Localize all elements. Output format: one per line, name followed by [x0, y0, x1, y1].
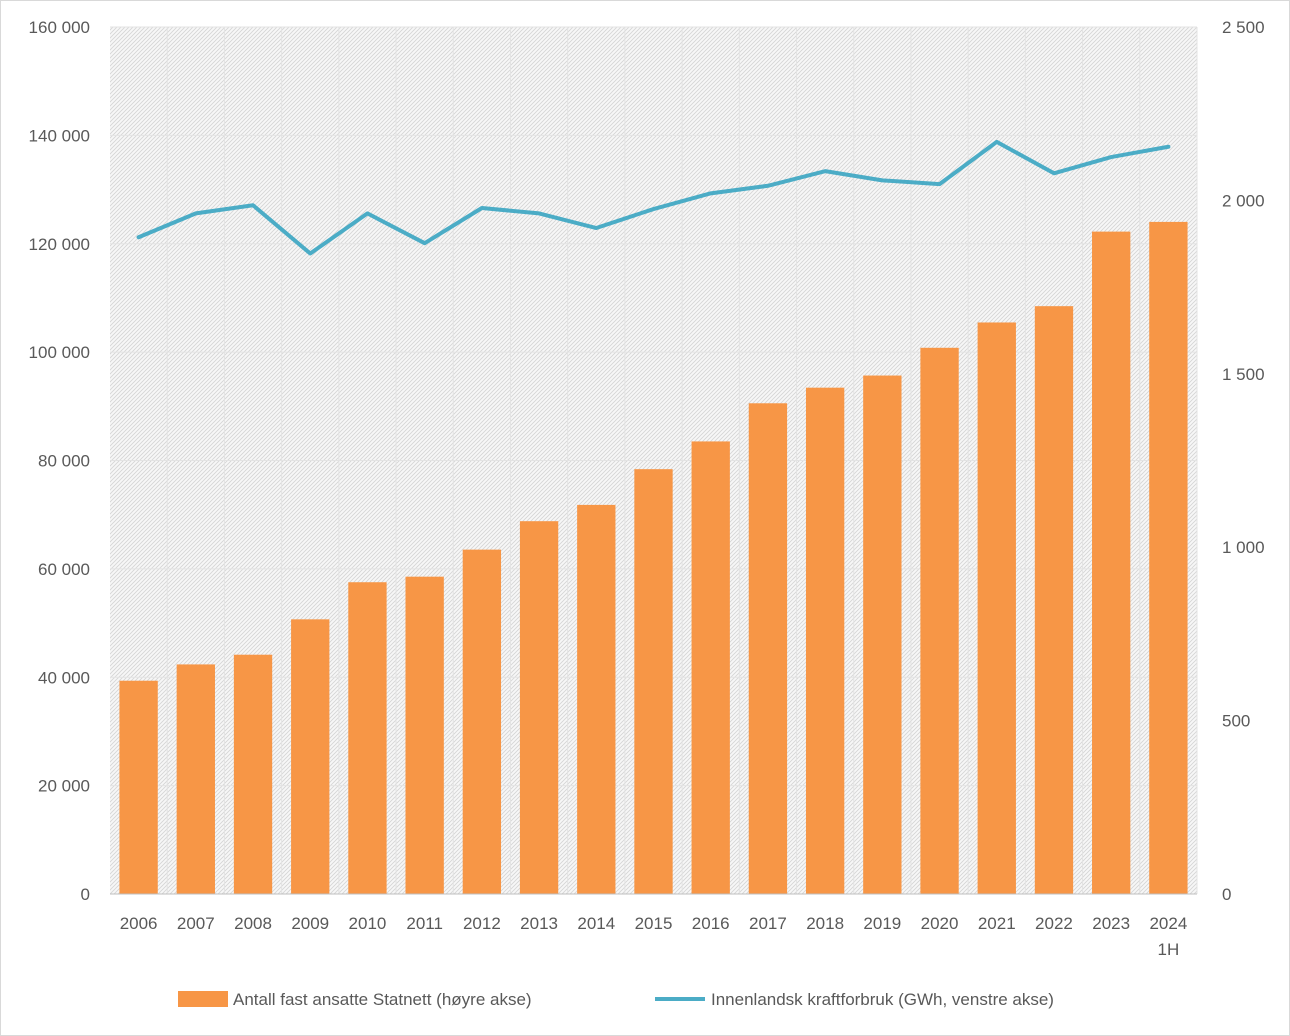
x-axis-tick-labels: 2006 2007 2008 2009 2010 2011 2012 2013 2014 2015…: [120, 914, 1188, 959]
bar-2019: [863, 375, 902, 894]
x-tick-label: 2008: [234, 914, 272, 933]
x-tick-label: 2014: [577, 914, 615, 933]
bar-2007: [176, 664, 215, 894]
bar-2023: [1092, 231, 1131, 894]
x-tick-label: 2013: [520, 914, 558, 933]
line-series: [136, 139, 1171, 256]
bar-2020: [920, 347, 959, 894]
left-tick-label: 80 000: [38, 452, 90, 471]
right-tick-label: 0: [1222, 885, 1231, 904]
x-tick-label: 2019: [863, 914, 901, 933]
x-tick-label: 2020: [921, 914, 959, 933]
x-tick-label: 2016: [692, 914, 730, 933]
left-tick-label: 120 000: [29, 235, 90, 254]
x-tick-label: 2022: [1035, 914, 1073, 933]
x-tick-label: 2009: [291, 914, 329, 933]
right-tick-label: 2 000: [1222, 191, 1265, 210]
bar-2010: [348, 582, 387, 894]
bar-2021: [977, 322, 1016, 894]
left-tick-label: 160 000: [29, 18, 90, 37]
x-tick-label: 2023: [1092, 914, 1130, 933]
right-tick-label: 500: [1222, 712, 1250, 731]
legend: Antall fast ansatte Statnett (høyre akse…: [178, 990, 1054, 1009]
bar-2012: [462, 549, 502, 894]
line-path: [136, 139, 1171, 256]
bar-2015: [634, 469, 673, 894]
left-tick-label: 0: [81, 885, 90, 904]
x-tick-label: 2024: [1149, 914, 1187, 933]
bar-2006: [119, 680, 158, 894]
x-tick-label: 2017: [749, 914, 787, 933]
right-tick-label: 2 500: [1222, 18, 1265, 37]
left-tick-label: 20 000: [38, 777, 90, 796]
x-tick-sublabel: 1H: [1158, 940, 1180, 959]
legend-label-bar: Antall fast ansatte Statnett (høyre akse…: [233, 990, 532, 1009]
bar-2013: [519, 521, 559, 894]
left-tick-label: 60 000: [38, 560, 90, 579]
bar-2011: [405, 576, 444, 894]
bar-2024: [1149, 221, 1188, 894]
bar-2017: [748, 403, 788, 894]
x-tick-label: 2015: [635, 914, 673, 933]
bar-2016: [691, 441, 730, 894]
right-tick-label: 1 500: [1222, 365, 1265, 384]
bar-2018: [805, 387, 845, 894]
legend-swatch-bar: [178, 991, 228, 1007]
left-axis-tick-labels: 0 20 000 40 000 60 000 80 000 100 000 120 000 1…: [29, 18, 90, 904]
x-tick-label: 2011: [406, 914, 443, 933]
legend-label-line: Innenlandsk kraftforbruk (GWh, venstre a…: [711, 990, 1054, 1009]
left-tick-label: 40 000: [38, 668, 90, 687]
bar-2009: [291, 619, 330, 894]
x-tick-label: 2018: [806, 914, 844, 933]
x-tick-label: 2006: [120, 914, 158, 933]
bar-series: [119, 221, 1188, 894]
x-tick-label: 2010: [349, 914, 387, 933]
right-tick-label: 1 000: [1222, 538, 1265, 557]
left-tick-label: 100 000: [29, 343, 90, 362]
bar-2022: [1034, 306, 1074, 894]
x-tick-label: 2012: [463, 914, 501, 933]
bar-2014: [577, 504, 616, 894]
x-tick-label: 2007: [177, 914, 215, 933]
right-axis-tick-labels: 0 500 1 000 1 500 2 000 2 500: [1222, 18, 1265, 904]
left-tick-label: 140 000: [29, 126, 90, 145]
x-tick-label: 2021: [978, 914, 1016, 933]
bar-2008: [233, 654, 273, 894]
